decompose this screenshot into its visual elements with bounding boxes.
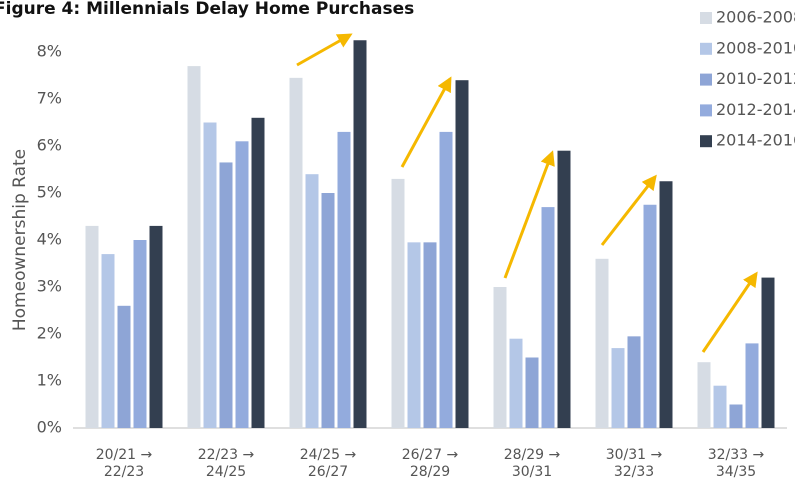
y-tick-label: 0%	[37, 418, 62, 437]
bar	[595, 258, 609, 428]
legend-label: 2010-2012	[716, 69, 795, 88]
bar	[729, 404, 743, 428]
bar	[745, 343, 759, 428]
x-tick-label: 20/21 →	[96, 447, 153, 463]
bar	[541, 207, 555, 428]
bar	[455, 80, 469, 428]
y-axis-label: Homeownership Rate	[10, 149, 30, 331]
bar	[391, 178, 405, 428]
y-tick-label: 4%	[37, 230, 62, 249]
y-tick-label: 7%	[37, 89, 62, 108]
x-tick-label: 22/23	[104, 464, 144, 480]
bar	[659, 181, 673, 428]
legend-label: 2006-2008	[716, 8, 795, 27]
bar	[627, 336, 641, 428]
y-tick-label: 6%	[37, 136, 62, 155]
bar	[187, 66, 201, 428]
legend-swatch	[700, 12, 712, 24]
arrow	[701, 271, 758, 353]
bar	[493, 287, 507, 428]
bar	[611, 348, 625, 428]
y-tick-label: 3%	[37, 277, 62, 296]
y-tick-label: 2%	[37, 324, 62, 343]
x-tick-label: 22/23 →	[198, 447, 255, 463]
legend-label: 2012-2014	[716, 100, 795, 119]
bar	[423, 242, 437, 428]
bar	[289, 77, 303, 428]
x-tick-label: 26/27	[308, 464, 348, 480]
bar	[149, 225, 163, 428]
bar	[557, 150, 571, 428]
x-tick-label: 32/33 →	[708, 447, 765, 463]
y-tick-label: 1%	[37, 371, 62, 390]
x-tick-label: 32/33	[614, 464, 654, 480]
bar	[85, 225, 99, 428]
arrows	[296, 33, 758, 353]
bar	[697, 362, 711, 428]
legend-label: 2014-2016	[716, 131, 795, 150]
bar	[235, 141, 249, 429]
legend-swatch	[700, 73, 712, 86]
bar	[337, 131, 351, 428]
bar	[219, 162, 233, 428]
legend-swatch	[700, 135, 712, 148]
x-tick-label: 30/31	[512, 464, 552, 480]
x-tick-label: 28/29	[410, 464, 450, 480]
bar	[509, 338, 523, 428]
bar	[133, 240, 147, 428]
bar	[203, 122, 217, 428]
legend-swatch	[700, 104, 712, 117]
bar	[305, 174, 319, 428]
bar	[101, 254, 115, 428]
legend-swatch	[700, 42, 712, 55]
arrow	[296, 33, 353, 67]
x-tick-label: 26/27 →	[402, 447, 459, 463]
y-tick-label: 5%	[37, 183, 62, 202]
arrow	[400, 76, 452, 168]
bar	[643, 204, 657, 428]
x-tick-label: 28/29 →	[504, 447, 561, 463]
x-tick-label: 24/25	[206, 464, 246, 480]
bar	[117, 305, 131, 428]
arrow	[503, 150, 555, 279]
bar	[439, 131, 453, 428]
legend-label: 2008-2010	[716, 38, 795, 57]
arrow	[600, 174, 657, 246]
bar	[525, 357, 539, 428]
y-tick-label: 8%	[37, 42, 62, 61]
x-tick-label: 34/35	[716, 464, 756, 480]
x-tick-label: 24/25 →	[300, 447, 357, 463]
bar	[353, 40, 367, 428]
bar	[321, 193, 335, 428]
bar	[251, 117, 265, 429]
chart-title: Figure 4: Millennials Delay Home Purchas…	[0, 0, 414, 19]
bar	[407, 242, 421, 428]
x-tick-label: 30/31 →	[606, 447, 663, 463]
bar	[761, 277, 775, 428]
bar	[713, 385, 727, 428]
